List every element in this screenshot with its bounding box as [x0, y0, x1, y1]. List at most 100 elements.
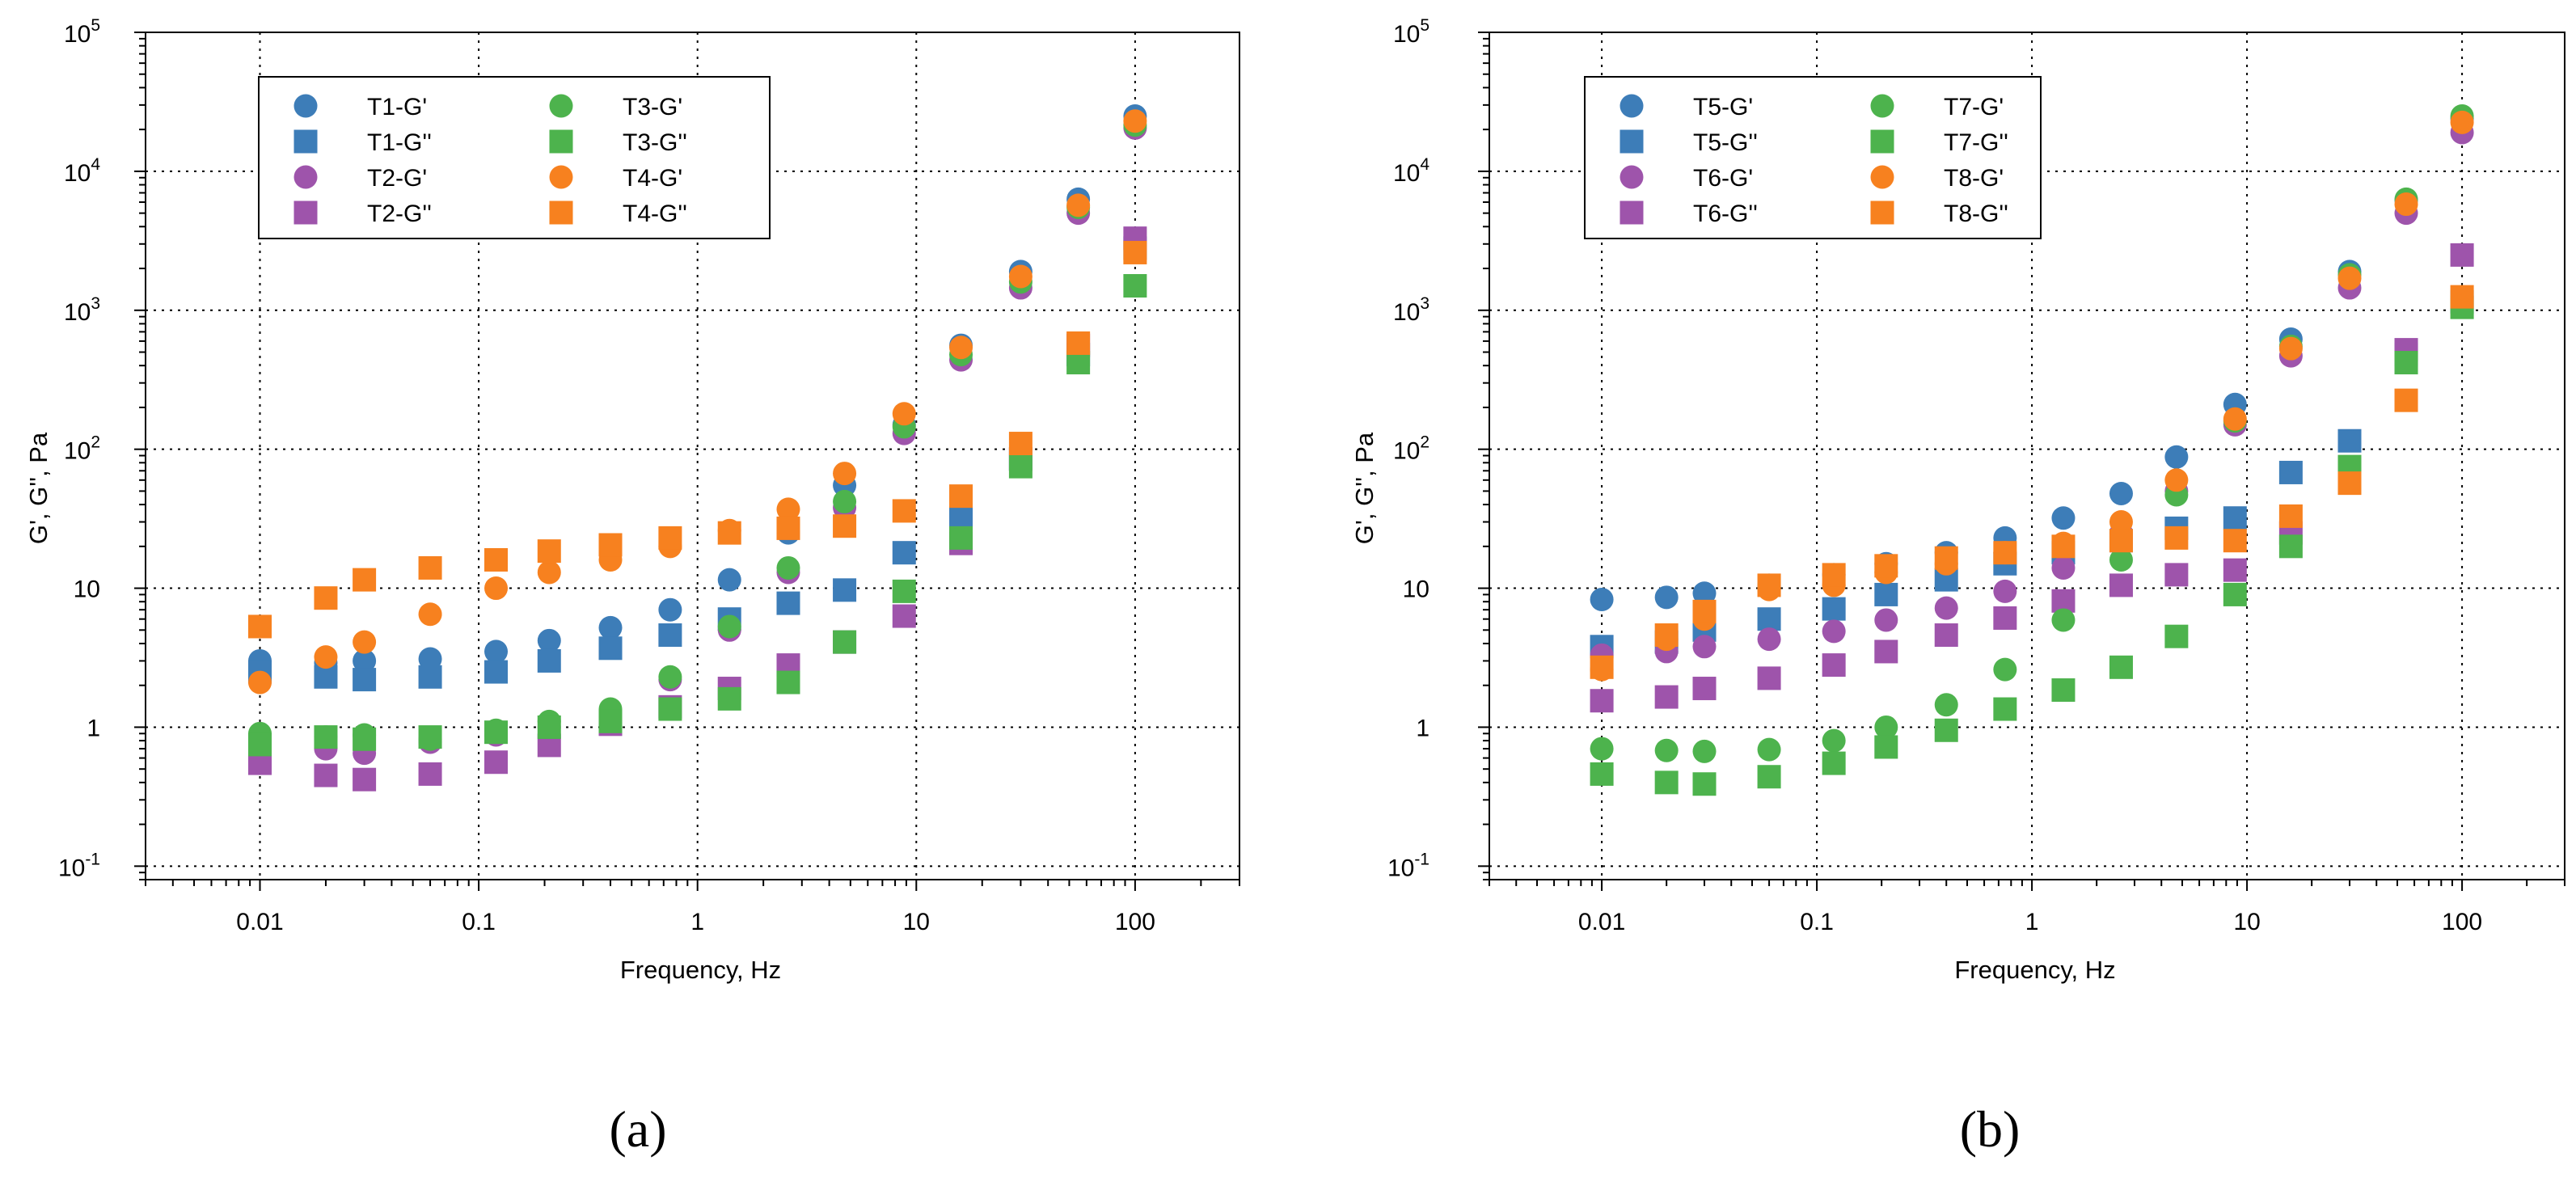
data-point [833, 462, 857, 486]
data-point [717, 568, 741, 592]
data-point [833, 489, 857, 513]
data-point [658, 697, 682, 721]
legend-item: T2-G'' [293, 201, 432, 227]
data-point [2450, 110, 2474, 134]
legend-label: T8-G' [1944, 165, 2004, 192]
data-point [353, 668, 377, 692]
y-axis-label: G', G'', Pa [24, 432, 53, 544]
legend-box [1584, 76, 2042, 239]
data-point [776, 670, 800, 694]
data-point [247, 614, 272, 639]
data-point [353, 648, 377, 673]
data-point [1590, 655, 1614, 679]
data-point [353, 727, 377, 751]
data-point [658, 597, 682, 622]
data-point [1757, 627, 1781, 652]
data-point [1654, 685, 1679, 709]
legend-marker [1620, 165, 1644, 189]
data-point [1654, 585, 1679, 610]
series-t2-g-loss [247, 226, 1147, 792]
data-point [2109, 573, 2133, 597]
x-tick-label: 100 [2442, 909, 2482, 935]
data-point [776, 497, 800, 521]
data-point [892, 499, 916, 523]
data-point [776, 516, 800, 540]
data-point [484, 750, 509, 775]
data-point [833, 578, 857, 602]
data-point [1654, 770, 1679, 795]
data-point [1123, 109, 1147, 133]
data-point [1993, 657, 2017, 682]
data-point [484, 660, 509, 684]
data-point [1993, 579, 2017, 603]
data-point [1874, 582, 1898, 606]
data-point [1757, 607, 1781, 631]
legend-label: T6-G' [1693, 165, 1753, 192]
data-point [833, 514, 857, 538]
legend-marker [293, 129, 318, 154]
legend-marker [1620, 94, 1644, 118]
legend-label: T5-G'' [1693, 129, 1758, 156]
data-point [1590, 587, 1614, 611]
legend-label: T4-G' [623, 165, 682, 192]
data-point [1934, 718, 1958, 742]
data-point [2278, 534, 2303, 559]
legend-marker [1620, 129, 1644, 154]
panel-label: (b) [1960, 1100, 2021, 1158]
legend-marker [549, 94, 573, 118]
data-point [2223, 407, 2247, 431]
legend-item: T4-G' [549, 165, 682, 192]
y-tick-label: 10-1 [58, 850, 100, 881]
legend-item: T3-G'' [549, 129, 687, 156]
data-point [1822, 728, 1846, 753]
data-point [2223, 506, 2247, 530]
legend-label: T7-G'' [1944, 129, 2008, 156]
data-point [1757, 765, 1781, 789]
data-point [1590, 762, 1614, 786]
legend-marker [1870, 201, 1894, 225]
data-point [1692, 581, 1717, 606]
x-tick-label: 1 [690, 909, 704, 935]
data-point [537, 715, 561, 739]
data-point [1822, 597, 1846, 621]
axis-ticks [134, 32, 1240, 891]
series-t8-g-loss [1590, 285, 2474, 679]
data-point [1692, 635, 1717, 659]
data-point [1590, 737, 1614, 761]
legend-label: T2-G'' [367, 201, 432, 227]
data-point [2109, 655, 2133, 679]
legend-label: T4-G'' [623, 201, 687, 227]
data-point [892, 541, 916, 565]
data-point [418, 602, 442, 627]
data-point [2450, 243, 2474, 267]
data-point [537, 539, 561, 564]
panel-label: (a) [609, 1100, 666, 1158]
data-point [1654, 623, 1679, 648]
y-tick-label: 105 [64, 16, 100, 48]
data-point [658, 526, 682, 550]
data-point [2223, 582, 2247, 606]
legend-item: T4-G'' [549, 201, 687, 227]
data-point [892, 604, 916, 628]
data-point [776, 555, 800, 580]
legend-item: T5-G' [1620, 94, 1753, 120]
x-tick-label: 0.01 [1578, 909, 1625, 935]
x-tick-label: 100 [1115, 909, 1155, 935]
x-tick-label: 10 [2233, 909, 2260, 935]
data-point [418, 647, 442, 671]
data-point [2109, 481, 2133, 505]
data-point [2337, 266, 2362, 290]
data-point [2278, 460, 2303, 484]
data-point [2051, 506, 2076, 530]
legend-label: T7-G' [1944, 94, 2004, 120]
chart-panel-b: 0.01 0.1 1 10 100 10-1 1 10 102 103 104 105 Frequenc… [1350, 16, 2565, 1158]
data-point [1692, 772, 1717, 796]
data-point [717, 614, 741, 639]
data-point [1993, 606, 2017, 630]
legend-item: T6-G' [1620, 165, 1753, 192]
x-tick-label: 10 [903, 909, 930, 935]
data-point [949, 484, 973, 509]
legend-item: T7-G'' [1870, 129, 2008, 156]
legend-item: T1-G' [293, 94, 427, 120]
